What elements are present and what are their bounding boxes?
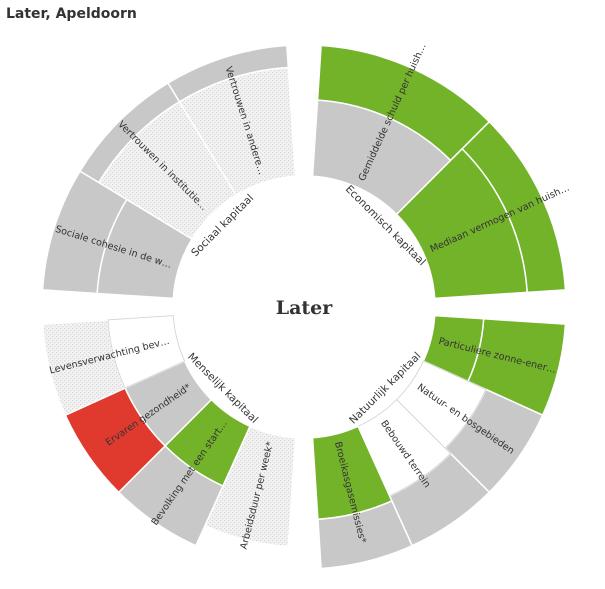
segment-fill	[395, 147, 528, 300]
center-label: Later	[276, 297, 334, 319]
segment-fill	[107, 315, 186, 389]
segment-fill	[311, 425, 393, 521]
segments-layer	[41, 44, 567, 570]
segment-fill	[178, 66, 297, 197]
page-title: Later, Apeldoorn	[6, 6, 137, 22]
